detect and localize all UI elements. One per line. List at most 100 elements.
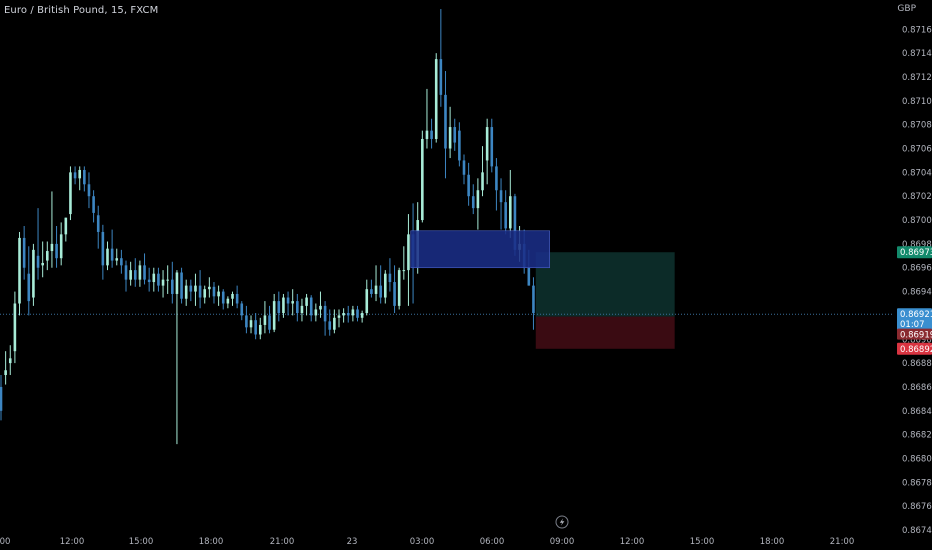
candle[interactable] [374,285,378,294]
candle[interactable] [18,237,21,304]
candle[interactable] [254,320,257,335]
candle[interactable] [157,273,160,286]
candle[interactable] [495,166,498,191]
candle[interactable] [36,255,40,268]
candle[interactable] [101,231,105,266]
candle[interactable] [133,270,137,280]
candle[interactable] [64,217,68,235]
candle[interactable] [221,291,225,304]
candle[interactable] [87,184,91,197]
candle[interactable] [425,130,429,139]
candle[interactable] [235,293,239,304]
candle[interactable] [286,297,290,304]
candle[interactable] [147,279,151,283]
candle[interactable] [27,273,31,302]
candle[interactable] [421,138,424,221]
candle[interactable] [161,279,165,286]
candle[interactable] [458,130,461,161]
candle[interactable] [78,169,82,179]
candle[interactable] [13,303,17,352]
candle[interactable] [212,286,216,297]
candle[interactable] [189,285,193,292]
candle[interactable] [393,282,396,306]
candle[interactable] [22,237,26,268]
candle[interactable] [59,234,63,259]
candle[interactable] [8,358,12,364]
candle[interactable] [226,298,230,304]
candle[interactable] [471,196,475,209]
candle[interactable] [231,293,234,299]
candle[interactable] [203,289,207,298]
lightning-icon[interactable] [555,515,569,529]
candle[interactable] [430,130,433,139]
candle[interactable] [129,270,132,280]
candle[interactable] [448,127,452,149]
candle[interactable] [513,196,517,250]
candle[interactable] [152,273,156,283]
candle[interactable] [337,315,341,318]
candle[interactable] [268,315,271,330]
candle[interactable] [296,301,299,314]
candle[interactable] [120,258,123,266]
candle[interactable] [245,315,248,328]
candle[interactable] [462,160,466,175]
candle[interactable] [323,305,327,322]
candle[interactable] [198,285,202,298]
candle[interactable] [342,313,345,316]
candle[interactable] [532,285,535,314]
candle[interactable] [217,291,220,297]
candle[interactable] [124,265,128,280]
candle[interactable] [309,297,313,316]
candle[interactable] [434,59,438,139]
candle[interactable] [319,305,322,310]
candle[interactable] [509,196,512,229]
candle[interactable] [110,248,114,261]
candle[interactable] [208,286,211,290]
candle[interactable] [272,301,276,330]
candle[interactable] [83,169,86,185]
candle[interactable] [467,174,470,197]
candle[interactable] [194,285,197,292]
order-block[interactable] [410,230,550,269]
candle[interactable] [300,305,304,314]
candle[interactable] [351,309,355,316]
candle[interactable] [388,273,392,283]
candle[interactable] [305,297,308,306]
candle[interactable] [407,234,410,271]
candle[interactable] [180,272,183,299]
candle[interactable] [291,301,294,304]
candle[interactable] [263,315,267,325]
candle[interactable] [175,272,179,294]
candle[interactable] [453,127,457,143]
candle[interactable] [106,248,109,266]
candle[interactable] [92,196,95,213]
candle[interactable] [444,94,447,149]
candle[interactable] [50,243,54,252]
candle[interactable] [41,262,44,266]
candle[interactable] [360,313,364,318]
candle[interactable] [314,309,318,316]
candle[interactable] [184,285,188,299]
candle[interactable] [32,249,35,298]
candle[interactable] [328,321,332,330]
candle[interactable] [485,127,489,161]
candle[interactable] [0,386,3,411]
candle[interactable] [504,202,507,229]
candle[interactable] [138,265,142,280]
candle[interactable] [143,265,146,280]
candle[interactable] [379,285,382,298]
candle[interactable] [282,297,285,314]
candle[interactable] [490,127,494,167]
candle[interactable] [346,313,350,316]
candle[interactable] [370,289,373,294]
candle[interactable] [46,251,49,261]
candle[interactable] [115,258,119,261]
candle[interactable] [69,172,72,215]
candle[interactable] [4,370,7,376]
candle[interactable] [402,270,406,272]
candle[interactable] [171,279,174,294]
candle[interactable] [333,317,336,330]
candle[interactable] [249,320,253,328]
candle[interactable] [397,270,401,306]
